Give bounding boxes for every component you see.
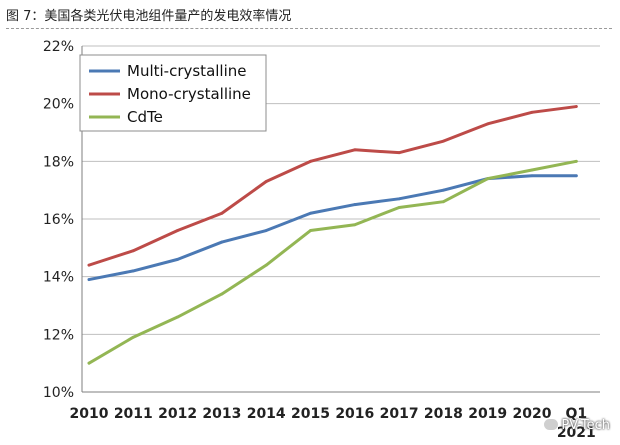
data-point bbox=[574, 159, 578, 163]
data-point bbox=[397, 197, 401, 201]
data-point bbox=[397, 151, 401, 155]
data-point bbox=[309, 211, 312, 215]
data-point bbox=[442, 188, 445, 192]
data-point bbox=[353, 148, 357, 152]
data-point bbox=[486, 122, 490, 126]
data-point bbox=[87, 361, 91, 365]
data-point bbox=[397, 206, 401, 209]
x-tick-label: 2019 bbox=[468, 406, 507, 422]
caption-divider bbox=[6, 28, 612, 29]
data-point bbox=[353, 223, 357, 227]
x-tick-label: 2021 bbox=[557, 425, 596, 441]
wechat-icon bbox=[544, 419, 559, 430]
data-point bbox=[131, 335, 135, 339]
data-point bbox=[442, 139, 445, 143]
data-point bbox=[264, 263, 268, 267]
x-tick-label: 2013 bbox=[202, 406, 241, 422]
x-tick-label: 2020 bbox=[513, 406, 552, 422]
y-tick-label: 12% bbox=[43, 327, 74, 343]
data-point bbox=[87, 278, 91, 281]
data-point bbox=[220, 211, 224, 215]
data-point bbox=[176, 315, 180, 319]
series-line bbox=[87, 105, 578, 267]
data-point bbox=[176, 229, 180, 232]
data-point bbox=[87, 263, 91, 267]
x-tick-label: 2016 bbox=[335, 406, 374, 422]
legend-label: CdTe bbox=[127, 108, 163, 126]
y-tick-label: 18% bbox=[43, 154, 74, 170]
y-tick-label: 20% bbox=[43, 97, 74, 113]
y-tick-label: 22% bbox=[43, 39, 74, 55]
data-point bbox=[530, 110, 534, 114]
y-tick-label: 14% bbox=[43, 270, 74, 286]
x-tick-label: Q1 bbox=[565, 406, 587, 422]
data-point bbox=[486, 177, 490, 181]
x-tick-label: 2014 bbox=[247, 406, 286, 422]
data-point bbox=[220, 240, 224, 244]
data-point bbox=[530, 168, 534, 172]
data-point bbox=[574, 174, 578, 178]
data-point bbox=[264, 229, 268, 232]
data-point bbox=[530, 174, 534, 178]
data-point bbox=[309, 229, 312, 232]
data-point bbox=[176, 257, 180, 261]
data-point bbox=[353, 203, 357, 206]
x-tick-label: 2017 bbox=[380, 406, 419, 422]
series-line bbox=[87, 159, 578, 365]
x-tick-label: 2011 bbox=[114, 406, 153, 422]
legend-label: Mono-crystalline bbox=[127, 85, 251, 103]
x-tick-label: 2018 bbox=[424, 406, 463, 422]
watermark-text: PV-Tech bbox=[561, 418, 610, 433]
watermark: PV-Tech bbox=[544, 418, 610, 433]
data-point bbox=[220, 292, 224, 296]
data-point bbox=[442, 200, 445, 204]
y-tick-label: 16% bbox=[43, 212, 74, 228]
data-point bbox=[264, 180, 268, 183]
x-tick-label: 2015 bbox=[291, 406, 330, 422]
figure-caption: 图 7：美国各类光伏电池组件量产的发电效率情况 bbox=[6, 9, 292, 24]
x-tick-label: 2010 bbox=[70, 406, 109, 422]
x-tick-label: 2012 bbox=[158, 406, 197, 422]
y-tick-label: 10% bbox=[43, 385, 74, 401]
data-point bbox=[131, 269, 135, 273]
data-point bbox=[574, 105, 578, 108]
data-point bbox=[309, 159, 312, 163]
legend-label: Multi-crystalline bbox=[127, 62, 247, 80]
data-point bbox=[131, 249, 135, 253]
